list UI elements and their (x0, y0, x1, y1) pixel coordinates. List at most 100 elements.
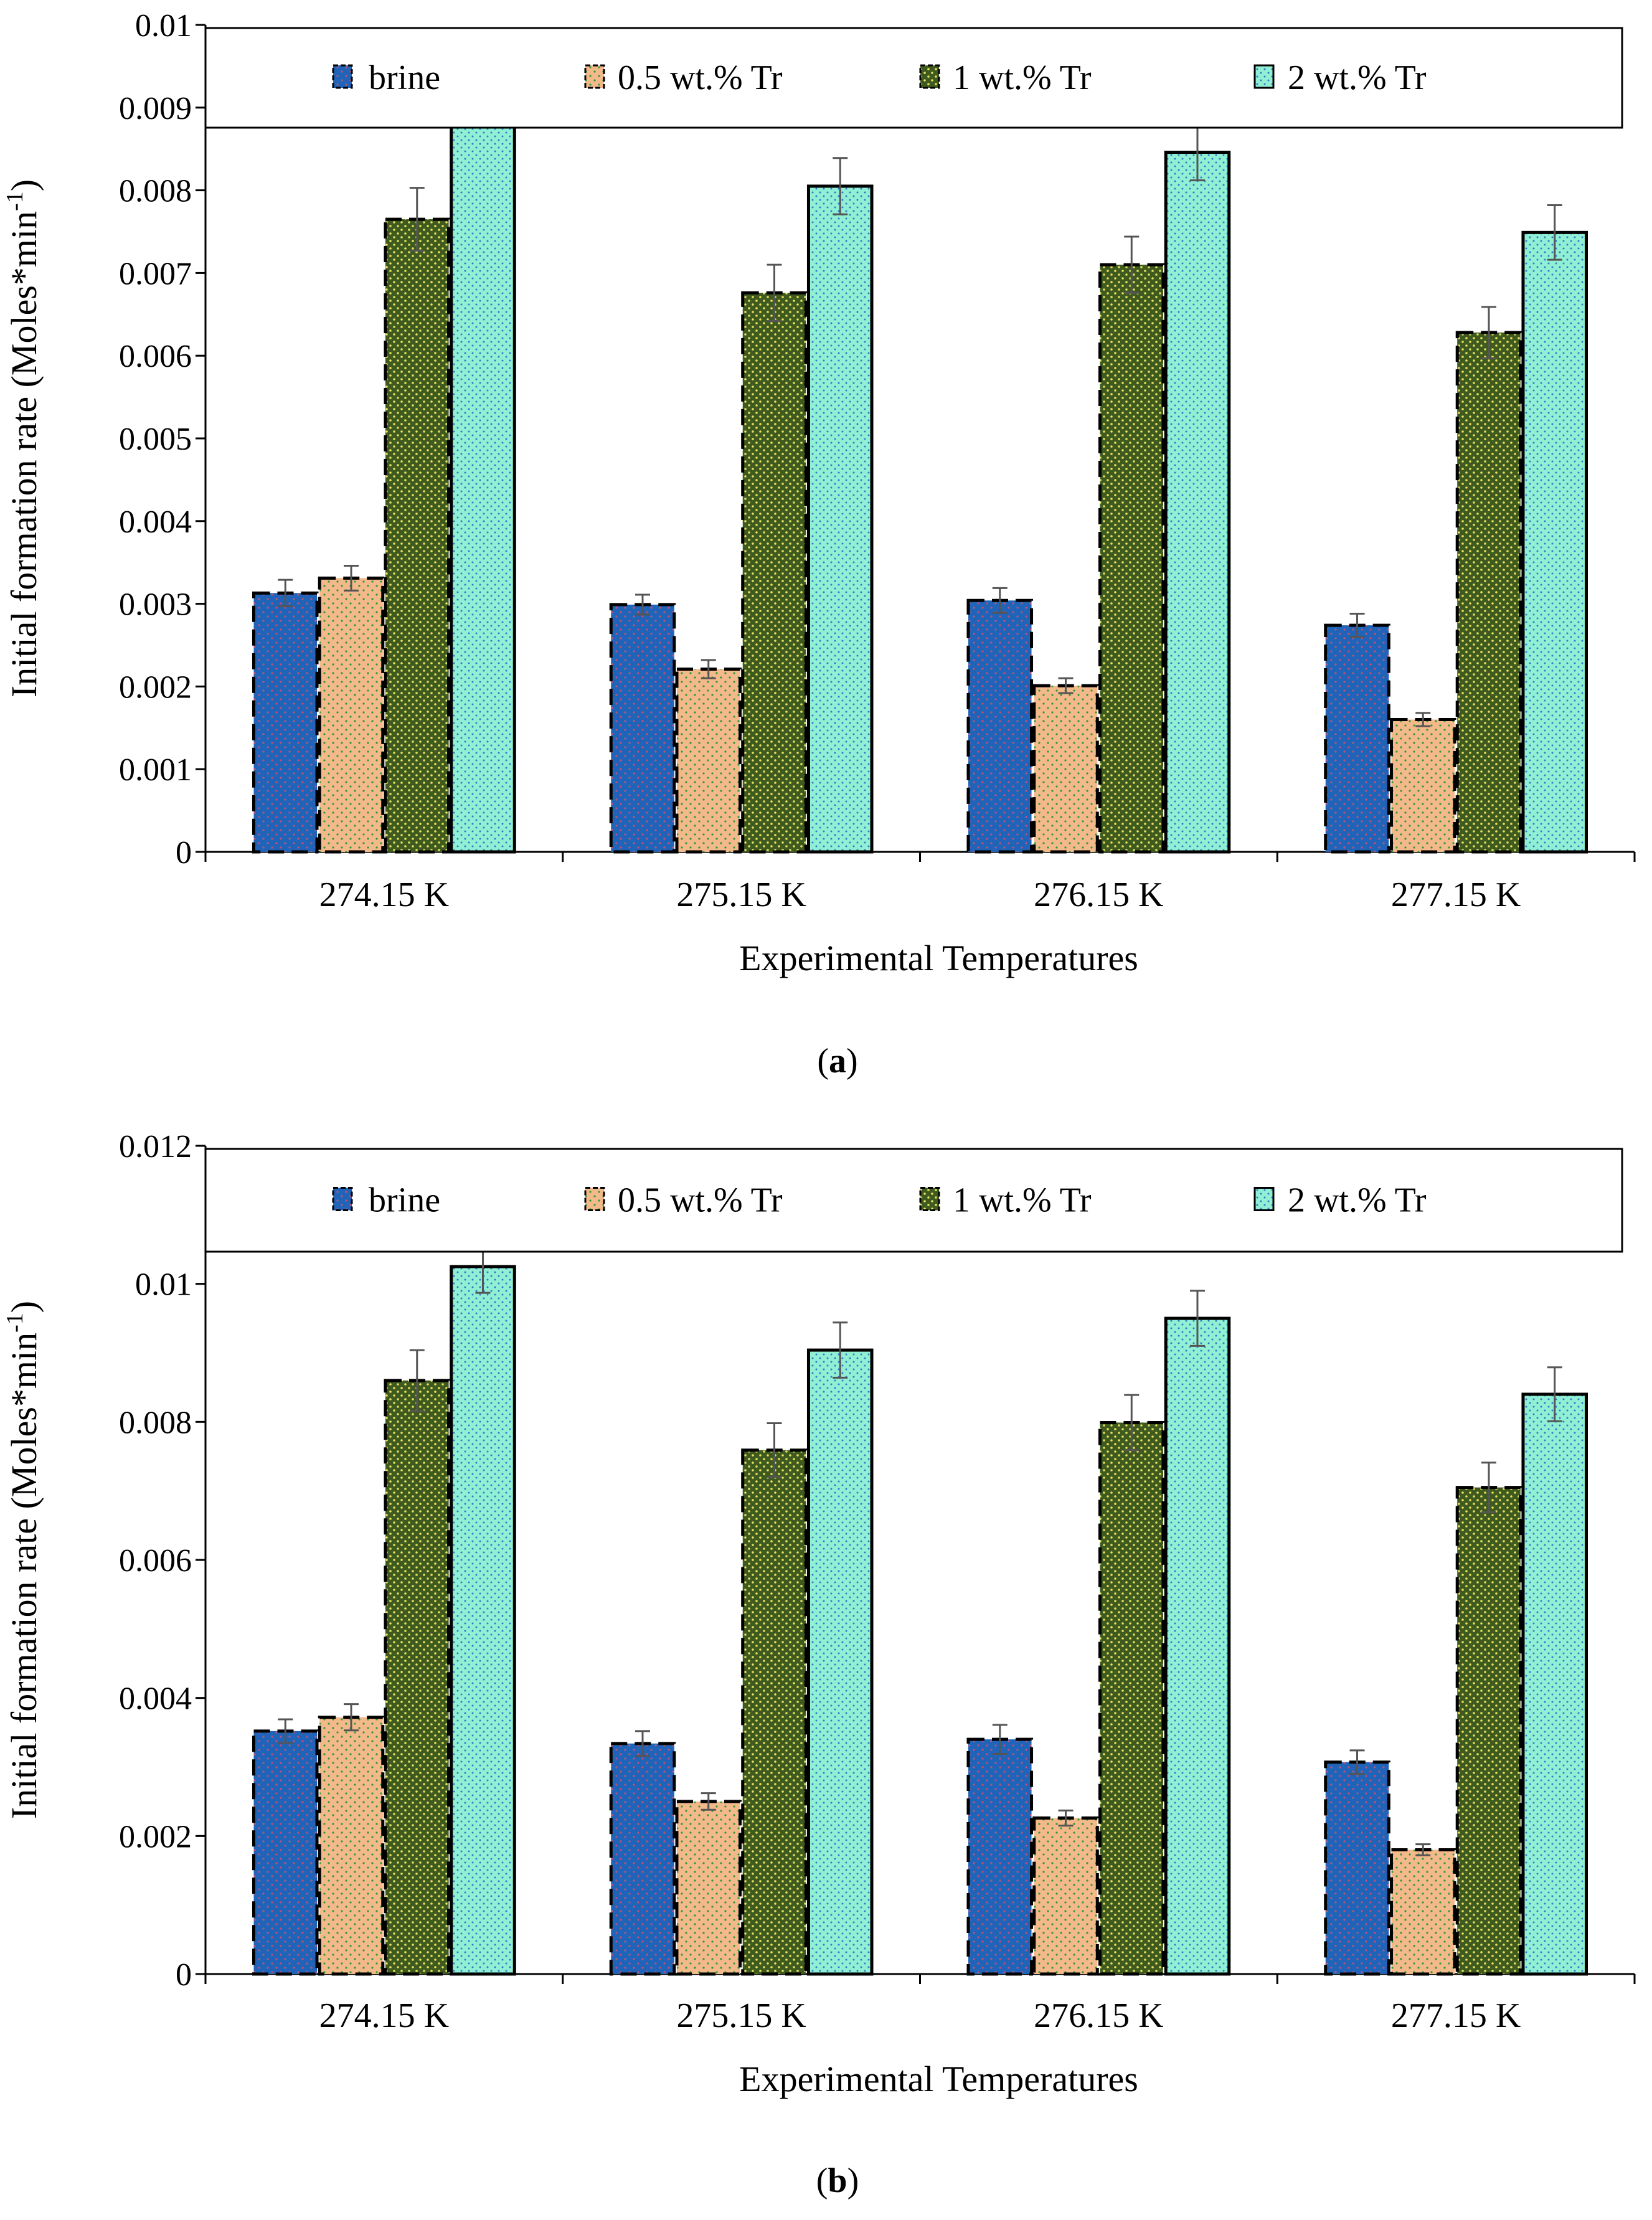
error-bar (1481, 1462, 1496, 1514)
error-bar (992, 587, 1008, 614)
x-tick-label: 274.15 K (319, 876, 449, 914)
x-tick-label: 277.15 K (1391, 876, 1521, 914)
x-tick-label: 275.15 K (676, 1996, 806, 2035)
x-tick-label: 274.15 K (319, 1996, 449, 2035)
bar-2-wt-tr (1164, 1316, 1231, 1976)
error-bar (1415, 712, 1431, 727)
y-tick-label: 0.01 (135, 8, 192, 44)
y-tick-label: 0.01 (135, 1267, 192, 1303)
legend-label: 0.5 wt.% Tr (618, 59, 783, 97)
bar-0-5-wt-tr (1032, 684, 1099, 854)
legend-swatch (584, 64, 605, 89)
legend-swatch (919, 64, 940, 89)
error-bar (1481, 306, 1496, 359)
error-bar (1189, 1290, 1205, 1347)
legend-swatch (332, 64, 353, 89)
bar-1-wt-tr (384, 1379, 451, 1976)
legend-swatch (1253, 64, 1275, 89)
legend-label: brine (369, 59, 440, 97)
x-axis-label: Experimental Temperatures (739, 938, 1138, 978)
bar-0-5-wt-tr (1032, 1816, 1099, 1976)
legend-label: 1 wt.% Tr (953, 1181, 1092, 1220)
y-tick-label: 0.004 (119, 1681, 192, 1717)
error-bar (992, 1724, 1008, 1755)
error-bar (1547, 1366, 1562, 1422)
error-bar (1415, 1843, 1431, 1856)
error-bar (767, 263, 782, 322)
y-tick-label: 0.006 (119, 339, 192, 374)
bar-brine (966, 1737, 1034, 1976)
error-bar (1058, 677, 1074, 694)
bar-0-5-wt-tr (1389, 718, 1456, 854)
bar-0-5-wt-tr (318, 1716, 385, 1976)
y-tick-label: 0.009 (119, 91, 192, 126)
error-bar (344, 1703, 359, 1732)
x-tick-label: 275.15 K (676, 876, 806, 914)
bar-brine (1324, 1760, 1390, 1976)
bar-2-wt-tr (1521, 230, 1588, 854)
error-bar (701, 1792, 716, 1811)
bar-1-wt-tr (1455, 331, 1522, 854)
error-bar (635, 1730, 651, 1757)
y-tick-label: 0.008 (119, 1405, 192, 1440)
y-tick-label: 0.008 (119, 174, 192, 209)
legend-box (204, 1148, 1623, 1253)
y-tick-label: 0 (176, 1957, 192, 1993)
error-bar (278, 579, 293, 608)
error-bar (1124, 235, 1140, 294)
y-tick-label: 0.006 (119, 1543, 192, 1579)
bar-2-wt-tr (1521, 1392, 1588, 1976)
x-tick-label: 277.15 K (1391, 1996, 1521, 2035)
bar-0-5-wt-tr (675, 668, 742, 854)
bar-2-wt-tr (806, 1348, 874, 1976)
y-tick-label: 0.007 (119, 256, 192, 291)
legend-label: brine (369, 1181, 440, 1220)
legend-swatch (919, 1187, 940, 1211)
bar-1-wt-tr (384, 217, 451, 854)
bar-0-5-wt-tr (675, 1800, 742, 1976)
error-bar (701, 659, 716, 679)
bar-brine (252, 591, 319, 854)
bar-brine (609, 603, 676, 854)
y-tick-label: 0.002 (119, 669, 192, 705)
error-bar (1124, 1394, 1140, 1452)
bar-brine (1324, 623, 1390, 854)
x-axis-label: Experimental Temperatures (739, 2059, 1138, 2099)
bar-2-wt-tr (450, 1265, 516, 1976)
error-bar (1349, 1749, 1365, 1775)
y-tick-label: 0.012 (119, 1129, 192, 1164)
y-axis-label: Initial formation rate (Moles*min-1) (2, 1301, 44, 1819)
y-tick-label: 0.004 (119, 504, 192, 540)
error-bar (1349, 613, 1365, 638)
bar-1-wt-tr (1455, 1486, 1522, 1976)
bar-2-wt-tr (450, 95, 516, 854)
error-bar (344, 565, 359, 592)
panel-caption: (b) (816, 2161, 859, 2200)
legend-swatch (1253, 1187, 1275, 1211)
bar-brine (966, 598, 1034, 854)
error-bar (833, 1321, 848, 1379)
chart-panel-b: 0 0.002 0.004 0.006 0.008 0.01 0.012 274.15 K 27… (2, 1129, 1636, 2200)
legend-box (204, 27, 1623, 129)
bar-1-wt-tr (1098, 1420, 1165, 1976)
error-bar (409, 187, 425, 252)
error-bar (833, 157, 848, 215)
error-bar (767, 1422, 782, 1478)
bar-0-5-wt-tr (318, 576, 385, 854)
legend-swatch (332, 1187, 353, 1211)
bar-brine (609, 1742, 676, 1976)
error-bar (409, 1349, 425, 1412)
legend-label: 2 wt.% Tr (1288, 59, 1427, 97)
panel-caption: (a) (817, 1042, 857, 1080)
x-tick-label: 276.15 K (1034, 876, 1163, 914)
chart-panel-a: 0 0.001 0.002 0.003 0.004 0.005 0.006 0.007 0.00… (2, 8, 1636, 1080)
error-bar (1058, 1809, 1074, 1827)
error-bar (278, 1718, 293, 1744)
bar-1-wt-tr (1098, 263, 1165, 854)
y-axis-label: Initial formation rate (Moles*min-1) (2, 179, 44, 697)
x-tick-label: 276.15 K (1034, 1996, 1163, 2035)
legend-label: 0.5 wt.% Tr (618, 1181, 783, 1220)
legend-label: 2 wt.% Tr (1288, 1181, 1427, 1220)
bar-1-wt-tr (741, 1448, 808, 1976)
